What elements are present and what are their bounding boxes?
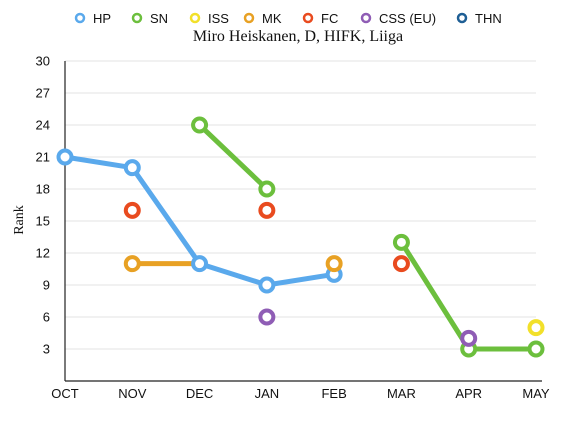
point-sn-jan [258,180,276,198]
point-mk-feb [325,255,343,273]
legend-label-iss: ISS [208,11,229,26]
legend: HP SN ISS MK FC CSS (EU) THN [74,11,502,26]
x-tick-apr: APR [455,386,482,401]
y-tick-24: 24 [36,118,50,133]
point-fc-nov [123,201,141,219]
point-fc-mar [392,255,410,273]
legend-marker-thn [456,12,468,24]
x-tick-may: MAY [522,386,550,401]
point-hp-nov [123,159,141,177]
gridlines [65,60,536,350]
x-tick-mar: MAR [387,386,416,401]
y-tick-labels: 3 6 9 12 15 18 21 24 27 30 [36,54,50,357]
point-iss-may [527,319,545,337]
series-points [56,116,545,358]
y-tick-30: 30 [36,54,50,69]
legend-label-hp: HP [93,11,111,26]
y-tick-9: 9 [43,278,50,293]
y-tick-15: 15 [36,214,50,229]
series-lines [62,122,539,352]
point-sn-mar [392,233,410,251]
point-css-eu-jan [258,308,276,326]
chart-title: Miro Heiskanen, D, HIFK, Liiga [193,28,403,45]
legend-label-sn: SN [150,11,168,26]
legend-label-fc: FC [321,11,338,26]
legend-marker-mk [243,12,255,24]
y-tick-27: 27 [36,86,50,101]
axes [64,61,542,382]
point-sn-may [527,340,545,358]
legend-marker-hp [74,12,86,24]
point-fc-jan [258,201,276,219]
point-css-eu-apr [460,329,478,347]
x-tick-oct: OCT [51,386,79,401]
point-mk-nov [123,255,141,273]
point-sn-dec [191,116,209,134]
x-tick-dec: DEC [186,386,213,401]
y-tick-21: 21 [36,150,50,165]
legend-label-thn: THN [475,11,502,26]
point-hp-oct [56,148,74,166]
x-tick-labels: OCT NOV DEC JAN FEB MAR APR MAY [51,386,550,401]
legend-marker-iss [189,12,201,24]
point-hp-jan [258,276,276,294]
x-tick-nov: NOV [118,386,147,401]
legend-label-css-eu: CSS (EU) [379,11,436,26]
series-line-sn-0 [197,122,270,192]
legend-marker-css-eu [360,12,372,24]
legend-marker-sn [131,12,143,24]
y-tick-6: 6 [43,310,50,325]
legend-label-mk: MK [262,11,282,26]
y-tick-3: 3 [43,342,50,357]
y-tick-18: 18 [36,182,50,197]
y-axis-label: Rank [12,205,27,235]
y-tick-12: 12 [36,246,50,261]
x-tick-feb: FEB [321,386,346,401]
point-hp-dec [191,255,209,273]
legend-marker-fc [302,12,314,24]
x-tick-jan: JAN [255,386,280,401]
